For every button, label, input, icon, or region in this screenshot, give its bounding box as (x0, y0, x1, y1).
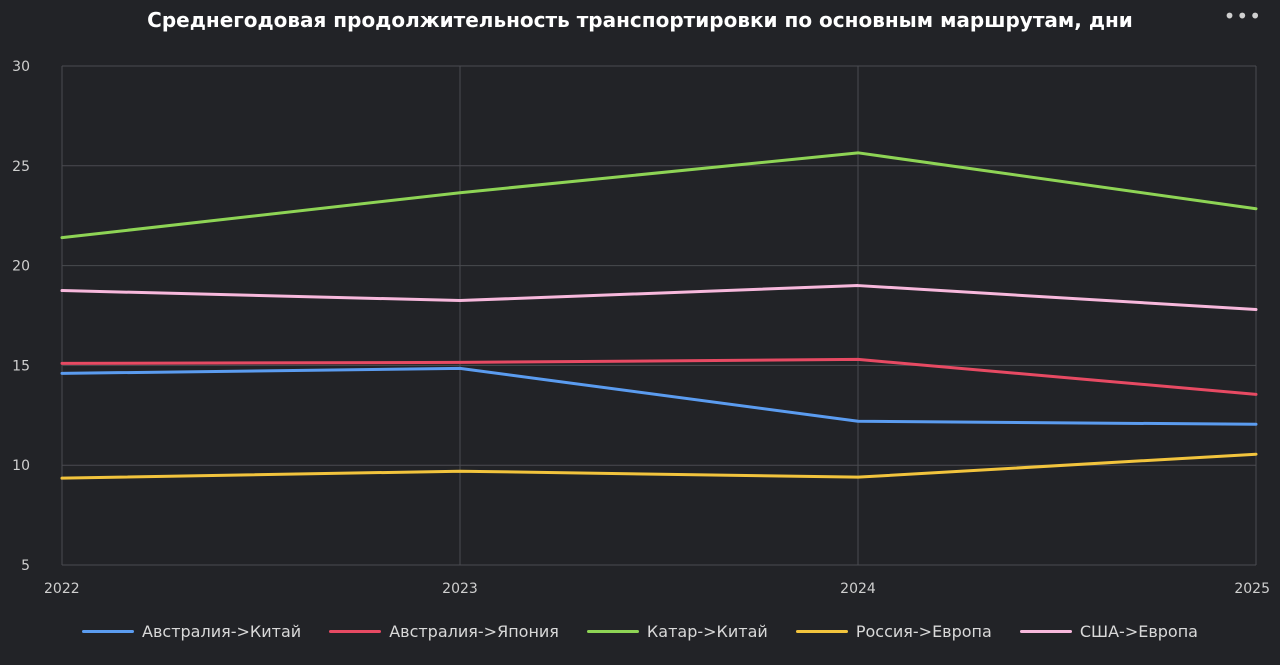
legend-label: США->Европа (1079, 622, 1198, 641)
x-tick-label: 2022 (44, 581, 80, 597)
y-tick-label: 5 (21, 558, 30, 574)
legend-swatch (586, 630, 639, 633)
y-tick-label: 25 (12, 159, 30, 175)
legend-item-1[interactable]: Австралия->Япония (329, 622, 559, 641)
y-tick-label: 20 (12, 259, 30, 275)
series-line-2[interactable] (60, 151, 1258, 240)
x-tick-label: 2023 (442, 581, 478, 597)
legend-item-3[interactable]: Россия->Европа (795, 622, 992, 641)
y-tick-label: 15 (12, 358, 30, 374)
legend-label: Австралия->Япония (389, 622, 559, 641)
legend-swatch (795, 630, 848, 633)
legend-swatch (1019, 630, 1072, 633)
x-tick-label: 2024 (840, 581, 876, 597)
series-line-3[interactable] (60, 452, 1258, 480)
legend-item-4[interactable]: США->Европа (1019, 622, 1198, 641)
more-options-icon[interactable]: ••• (1223, 4, 1262, 28)
legend-item-0[interactable]: Австралия->Китай (82, 622, 301, 641)
y-tick-label: 10 (12, 458, 30, 474)
legend-item-2[interactable]: Катар->Китай (586, 622, 768, 641)
x-tick-label: 2025 (1234, 581, 1270, 597)
legend-swatch (82, 630, 135, 633)
y-tick-label: 30 (12, 59, 30, 75)
legend-swatch (329, 630, 382, 633)
series-line-4[interactable] (60, 284, 1258, 312)
chart-title: Среднегодовая продолжительность транспор… (147, 8, 1133, 32)
series-line-1[interactable] (60, 357, 1258, 396)
legend-label: Катар->Китай (646, 622, 768, 641)
chart-legend: Австралия->Китай Австралия->Япония Катар->… (0, 622, 1280, 641)
legend-label: Австралия->Китай (142, 622, 302, 641)
legend-label: Россия->Европа (855, 622, 992, 641)
series-line-0[interactable] (60, 366, 1258, 426)
